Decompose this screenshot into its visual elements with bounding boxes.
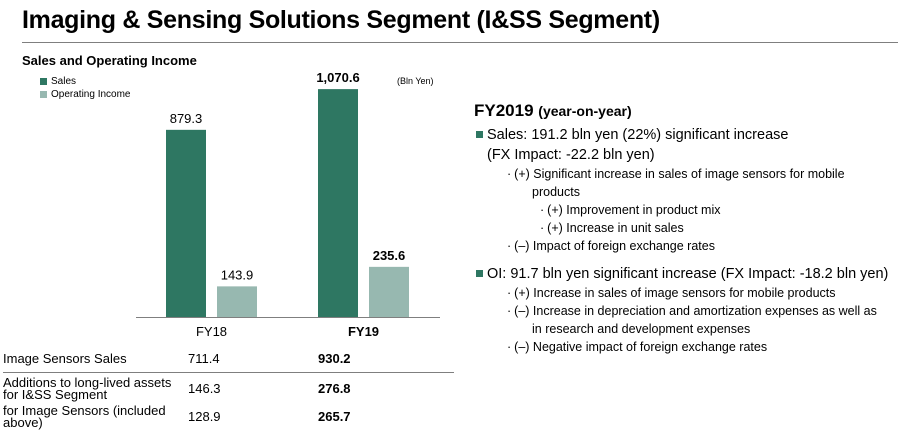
commentary-panel: FY2019 (year-on-year) Sales: 191.2 bln y… (474, 101, 914, 356)
table-row: Image Sensors Sales 711.4 930.2 (3, 344, 454, 373)
list-item: · (+) Improvement in product mix (540, 203, 721, 217)
legend-item-sales: Sales (40, 75, 131, 88)
list-item-continuation: products (532, 185, 580, 199)
chart-title: Sales and Operating Income (22, 53, 197, 68)
sales-fx-impact: (FX Impact: -22.2 bln yen) (487, 147, 655, 163)
legend-swatch-sales (40, 78, 47, 85)
data-label-sales-fy19: 1,070.6 (316, 70, 359, 85)
legend-label-operating-income: Operating Income (51, 89, 131, 100)
bar-operating-income-fy18 (217, 286, 257, 317)
list-item: · (–) Impact of foreign exchange rates (507, 239, 715, 253)
data-label-sales-fy18: 879.3 (170, 111, 203, 126)
bar-chart: 879.3 143.9 FY18 1,070.6 235.6 FY19 (136, 70, 440, 339)
oi-bullet: OI: 91.7 bln yen significant increase (F… (474, 264, 914, 284)
page-title: Imaging & Sensing Solutions Segment (I&S… (22, 6, 660, 34)
table-value-fy18: 146.3 (188, 381, 221, 396)
data-label-operating-income-fy19: 235.6 (373, 248, 406, 263)
oi-bullet-text: OI: 91.7 bln yen significant increase (F… (487, 266, 889, 282)
table-row-label: Additions to long-lived assets for I&SS … (3, 375, 172, 402)
table-value-fy19: 276.8 (318, 381, 351, 396)
segment-data-table: Image Sensors Sales 711.4 930.2 Addition… (3, 344, 454, 429)
square-bullet-icon (476, 270, 483, 277)
table-value-fy19: 265.7 (318, 409, 351, 424)
square-bullet-icon (476, 131, 483, 138)
list-item: · (–) Negative impact of foreign exchang… (507, 340, 768, 354)
table-row-label: Image Sensors Sales (3, 344, 188, 373)
sales-bullet: Sales: 191.2 bln yen (22%) significant i… (474, 125, 914, 145)
table-value-fy18: 128.9 (188, 409, 221, 424)
legend-label-sales: Sales (51, 76, 77, 87)
table-row-label: for Image Sensors (included above) (3, 403, 166, 430)
legend-item-operating-income: Operating Income (40, 88, 131, 101)
table-row: for Image Sensors (included above) 128.9… (3, 403, 454, 430)
chart-legend: Sales Operating Income (40, 75, 131, 101)
legend-swatch-operating-income (40, 91, 47, 98)
list-item: · (+) Increase in unit sales (540, 221, 684, 235)
list-item: · (–) Increase in depreciation and amort… (507, 304, 877, 318)
commentary-heading-sub: (year-on-year) (538, 103, 632, 119)
sales-bullet-text: Sales: 191.2 bln yen (22%) significant i… (487, 127, 789, 143)
bar-sales-fy18 (166, 129, 206, 317)
table-value-fy19: 930.2 (318, 344, 454, 373)
commentary-heading-year: FY2019 (474, 101, 534, 120)
table-row: Additions to long-lived assets for I&SS … (3, 373, 454, 406)
list-item: · (+) Increase in sales of image sensors… (507, 286, 836, 300)
bar-operating-income-fy19 (369, 266, 409, 317)
x-tick-label-fy19: FY19 (348, 324, 379, 339)
chart-unit-label: (Bln Yen) (397, 76, 434, 86)
table-value-fy18: 711.4 (188, 344, 318, 373)
bar-sales-fy19 (318, 89, 358, 317)
data-label-operating-income-fy18: 143.9 (221, 267, 254, 282)
list-item: · (+) Significant increase in sales of i… (507, 167, 845, 181)
commentary-heading: FY2019 (year-on-year) (474, 101, 914, 121)
list-item-continuation: in research and development expenses (532, 322, 751, 336)
title-divider (22, 42, 898, 43)
x-tick-label-fy18: FY18 (196, 324, 227, 339)
